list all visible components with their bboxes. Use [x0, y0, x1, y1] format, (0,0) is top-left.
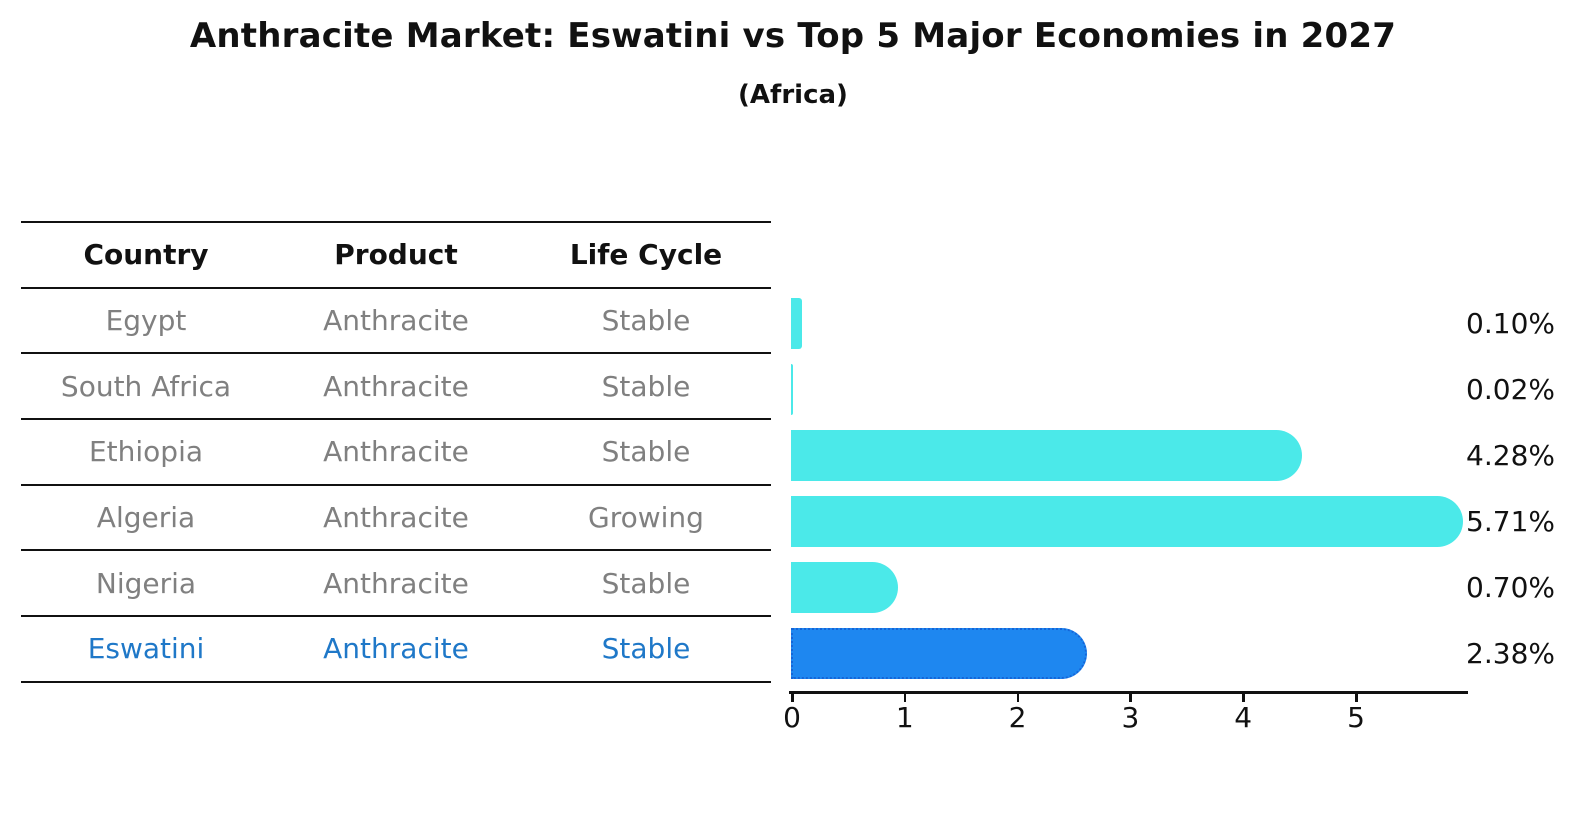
value-label-nigeria: 0.70%	[1466, 571, 1555, 604]
product-cell: Anthracite	[323, 632, 469, 666]
table-row-algeria: Algeria Anthracite Growing	[21, 486, 771, 552]
lifecycle-cell: Growing	[588, 501, 704, 535]
lifecycle-cell: Stable	[601, 566, 691, 600]
x-tick-2	[1016, 693, 1020, 702]
product-cell: Anthracite	[323, 435, 469, 469]
country-cell: South Africa	[60, 369, 232, 403]
table-row-egypt: Egypt Anthracite Stable	[21, 289, 771, 355]
product-cell: Anthracite	[323, 566, 469, 600]
x-tick-label-0: 0	[783, 701, 801, 734]
country-cell: Eswatini	[87, 632, 205, 666]
x-tick-1	[903, 693, 907, 702]
table-header-row: Country Product Life Cycle	[21, 223, 771, 289]
product-cell: Anthracite	[323, 501, 469, 535]
table-row-eswatini: Eswatini Anthracite Stable	[21, 617, 771, 683]
bar-nigeria	[791, 562, 898, 613]
bar-egypt	[791, 298, 803, 349]
table-row-ethiopia: Ethiopia Anthracite Stable	[21, 420, 771, 486]
bar-ethiopia	[791, 430, 1302, 481]
x-tick-label-3: 3	[1121, 701, 1140, 734]
country-cell: Nigeria	[95, 566, 197, 600]
lifecycle-cell: Stable	[601, 369, 691, 403]
lifecycle-cell: Stable	[601, 632, 691, 666]
bar-south-africa	[791, 364, 794, 415]
table-row-south-africa: South Africa Anthracite Stable	[21, 354, 771, 421]
bar-algeria	[791, 496, 1464, 547]
product-cell: Anthracite	[323, 369, 469, 403]
country-cell: Ethiopia	[88, 435, 204, 469]
column-header-country: Country	[83, 238, 209, 272]
x-axis-line	[789, 691, 1468, 694]
x-tick-0	[791, 693, 794, 702]
value-label-eswatini: 2.38%	[1466, 637, 1555, 670]
x-tick-3	[1129, 693, 1132, 702]
market-table: Country Product Life Cycle Egypt Anthraci…	[21, 221, 771, 683]
table-row-nigeria: Nigeria Anthracite Stable	[21, 551, 771, 618]
x-tick-label-4: 4	[1234, 701, 1253, 734]
lifecycle-cell: Stable	[601, 304, 691, 338]
bar-eswatini	[791, 628, 1088, 679]
x-tick-4	[1242, 693, 1245, 702]
country-cell: Egypt	[105, 304, 187, 338]
country-cell: Algeria	[96, 501, 196, 535]
lifecycle-cell: Stable	[601, 435, 691, 469]
column-header-lifecycle: Life Cycle	[569, 238, 723, 272]
market-table-body: Egypt Anthracite Stable South Africa Anthrac…	[21, 289, 771, 683]
value-label-egypt: 0.10%	[1466, 307, 1555, 340]
x-tick-label-5: 5	[1347, 701, 1365, 734]
x-tick-5	[1355, 693, 1358, 702]
value-label-ethiopia: 4.28%	[1466, 439, 1555, 472]
x-tick-label-2: 2	[1008, 701, 1027, 734]
column-header-product: Product	[334, 238, 458, 272]
x-tick-label-1: 1	[895, 701, 914, 734]
page-subtitle: (Africa)	[738, 80, 848, 110]
value-label-south-africa: 0.02%	[1466, 373, 1555, 406]
value-label-algeria: 5.71%	[1466, 505, 1555, 538]
product-cell: Anthracite	[323, 304, 469, 338]
page-title: Anthracite Market: Eswatini vs Top 5 Maj…	[189, 16, 1397, 56]
